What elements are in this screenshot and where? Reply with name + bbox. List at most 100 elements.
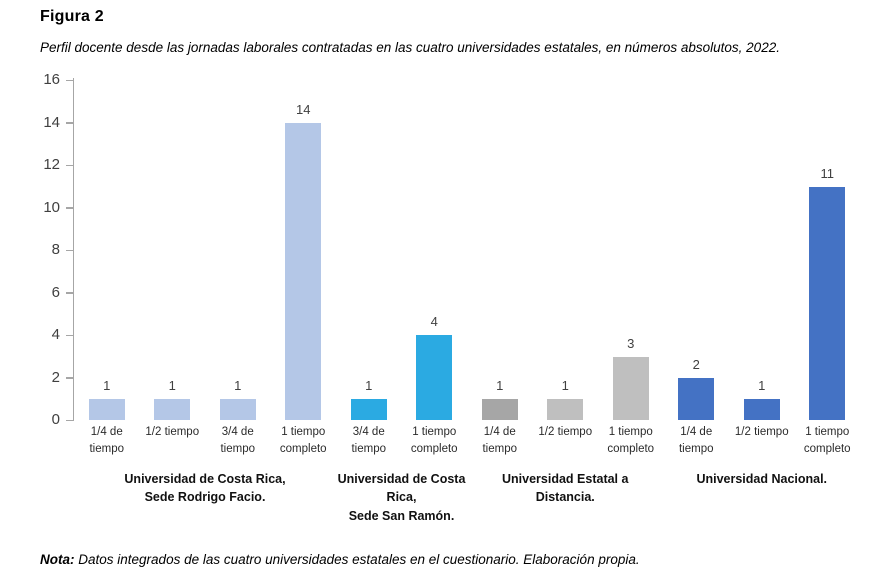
y-tick-mark	[66, 249, 74, 252]
group-label: Universidad de Costa Rica, Sede Rodrigo F…	[74, 470, 336, 526]
category-cell: 1/4 de tiempo	[74, 424, 140, 457]
bar-slot: 1	[467, 80, 533, 421]
category-label: 1/4 de tiempo	[482, 426, 518, 455]
note-label: Nota:	[40, 551, 75, 567]
y-tick-label: 16	[43, 71, 60, 89]
y-tick-mark	[66, 419, 74, 422]
bar-slot: 1	[205, 80, 271, 421]
category-label-group: 3/4 de tiempo 1 tiempo completo	[336, 424, 467, 457]
group-label-line: Distancia.	[535, 490, 595, 505]
y-tick-label: 10	[43, 198, 60, 216]
bar	[612, 356, 649, 421]
group-label-line: Universidad de Costa Rica,	[124, 471, 286, 486]
category-cell: 3/4 de tiempo	[336, 424, 402, 457]
bar	[678, 377, 715, 421]
bar-value-label: 1	[103, 378, 111, 393]
bar-slot: 3	[598, 80, 664, 421]
bar	[481, 399, 518, 421]
category-label: 1/2 tiempo	[145, 426, 200, 439]
group-label: Universidad Nacional.	[664, 470, 861, 526]
bar	[350, 399, 387, 421]
group-label-line: Universidad Nacional.	[696, 471, 828, 486]
category-labels-row: 1/4 de tiempo 1/2 tiempo 3/4 de tiempo 1 ti…	[40, 424, 860, 457]
category-label: 1/2 tiempo	[734, 426, 789, 439]
category-cell: 1 tiempo completo	[795, 424, 861, 457]
bar-value-label: 3	[627, 335, 635, 351]
category-cell: 1 tiempo completo	[271, 424, 337, 457]
bar-value-label: 1	[561, 378, 569, 393]
category-label: 1 tiempo completo	[803, 426, 851, 455]
y-tick-label: 2	[51, 368, 60, 386]
category-cell: 1/2 tiempo	[729, 424, 795, 457]
y-tick-mark	[66, 334, 74, 337]
category-cell: 1/2 tiempo	[533, 424, 599, 457]
bar	[88, 399, 125, 421]
bar-slot: 14	[271, 80, 337, 421]
note-text: Datos integrados de las cuatro universid…	[78, 551, 640, 567]
plot-area: 1 1 1 14 1 4 1 1 3 2 1 11	[74, 80, 861, 421]
group-label: Universidad Estatal a Distancia.	[467, 470, 664, 526]
y-tick-mark	[66, 122, 74, 124]
category-label-group: 1/4 de tiempo 1/2 tiempo 3/4 de tiempo 1 ti…	[74, 424, 336, 457]
bar-slot: 11	[795, 80, 861, 421]
category-label: 1/2 tiempo	[538, 426, 593, 439]
y-tick-label: 6	[51, 283, 60, 301]
bar-group: 2 1 11	[664, 80, 861, 421]
bar-group: 1 1 1 14	[74, 80, 337, 421]
axis-spacer	[40, 424, 74, 457]
bar	[809, 186, 846, 421]
category-label: 3/4 de tiempo	[220, 426, 256, 455]
bar	[547, 399, 584, 421]
y-tick-mark	[66, 377, 74, 379]
group-label-line: Universidad de Costa Rica,	[337, 471, 466, 505]
category-label: 3/4 de tiempo	[351, 426, 387, 455]
bar-chart: 0 2 4 6 8 10 12 14 16 1 1 1 14 1 4 1 1 3 2 1 11 1/4 de tiem…	[40, 72, 861, 526]
bar-slot: 1	[140, 80, 206, 421]
axis-spacer	[40, 470, 74, 526]
group-label-line: Sede Rodrigo Facio.	[144, 490, 266, 505]
bar-slot: 4	[402, 80, 468, 421]
bar	[285, 122, 322, 421]
y-tick-mark	[66, 164, 74, 167]
y-tick-mark	[66, 79, 74, 82]
category-cell: 1/2 tiempo	[140, 424, 206, 457]
bar-slot: 1	[729, 80, 795, 421]
y-tick-label: 14	[43, 113, 60, 131]
category-label: 1/4 de tiempo	[89, 426, 125, 455]
category-label: 1 tiempo completo	[279, 426, 327, 455]
category-cell: 1/4 de tiempo	[467, 424, 533, 457]
group-label-line: Sede San Ramón.	[348, 509, 455, 524]
figure-note: Nota: Datos integrados de las cuatro uni…	[40, 552, 860, 567]
bar-slot: 1	[74, 80, 140, 421]
bar-value-label: 1	[365, 378, 373, 393]
bar-value-label: 1	[234, 378, 242, 393]
bar	[154, 399, 191, 421]
y-tick-mark	[66, 207, 74, 209]
bar-value-label: 2	[692, 356, 700, 372]
group-label: Universidad de Costa Rica, Sede San Ramón…	[336, 470, 467, 526]
bar-value-label: 4	[430, 314, 438, 330]
y-axis: 0 2 4 6 8 10 12 14 16	[40, 72, 74, 428]
category-label: 1/4 de tiempo	[678, 426, 714, 455]
y-tick-mark	[66, 292, 74, 294]
plot-row: 0 2 4 6 8 10 12 14 16 1 1 1 14 1 4 1 1 3 2 1 11	[40, 72, 861, 428]
y-axis-line	[72, 78, 74, 421]
bar-group: 1 1 3	[467, 80, 664, 421]
bar	[416, 335, 453, 421]
bar-slot: 1	[336, 80, 402, 421]
bar-value-label: 1	[168, 378, 176, 393]
group-label-line: Universidad Estatal a	[502, 471, 629, 486]
category-cell: 1 tiempo completo	[402, 424, 468, 457]
y-tick-label: 4	[51, 326, 60, 344]
bar-value-label: 11	[820, 165, 835, 181]
bar-value-label: 1	[496, 378, 504, 393]
category-cell: 3/4 de tiempo	[205, 424, 271, 457]
category-label-group: 1/4 de tiempo 1/2 tiempo 1 tiempo completo	[664, 424, 861, 457]
y-tick-label: 12	[43, 156, 60, 174]
y-tick-label: 8	[51, 241, 60, 259]
bar-slot: 2	[664, 80, 730, 421]
bar	[219, 399, 256, 421]
category-label: 1 tiempo completo	[410, 426, 458, 455]
